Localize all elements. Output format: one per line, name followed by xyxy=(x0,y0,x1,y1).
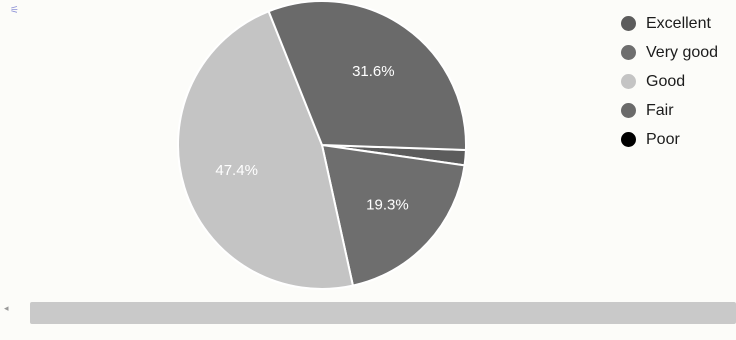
pie-slice-good xyxy=(177,9,355,290)
slice-data-label: 31.6% xyxy=(352,63,395,80)
legend-swatch-icon xyxy=(621,103,636,118)
legend-label: Good xyxy=(646,72,686,90)
legend-item: Fair xyxy=(621,96,718,125)
slice-data-label: 19.3% xyxy=(366,197,409,214)
legend-label: Excellent xyxy=(646,14,711,32)
legend-item: Good xyxy=(621,67,718,96)
legend-swatch-icon xyxy=(621,132,636,147)
legend-swatch-icon xyxy=(621,16,636,31)
corner-mark-icon: ⚟ xyxy=(10,5,19,16)
legend-label: Fair xyxy=(646,101,674,119)
legend-item: Very good xyxy=(621,38,718,67)
pie-slice-fair xyxy=(267,0,467,152)
chart-legend: Excellent Very good Good Fair Poor xyxy=(621,9,718,154)
scroll-left-icon[interactable]: ◂ xyxy=(4,303,9,313)
legend-swatch-icon xyxy=(621,45,636,60)
horizontal-scrollbar[interactable] xyxy=(30,302,736,324)
slice-data-label: 47.4% xyxy=(215,162,258,179)
legend-label: Poor xyxy=(646,130,680,148)
legend-item: Poor xyxy=(621,125,718,154)
pie-chart: 19.3% 47.4% 31.6% xyxy=(177,0,467,290)
legend-item: Excellent xyxy=(621,9,718,38)
legend-swatch-icon xyxy=(621,74,636,89)
pie-slice-very-good xyxy=(320,143,466,287)
legend-label: Very good xyxy=(646,43,719,61)
